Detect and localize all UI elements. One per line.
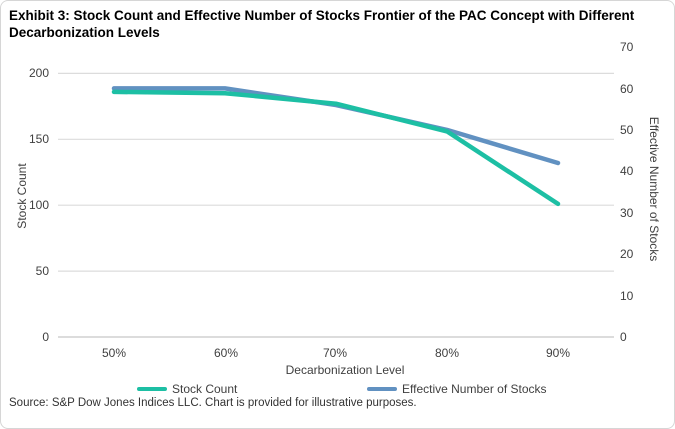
- stock-count-line-swatch: [137, 386, 167, 392]
- right-tick-0: 0: [620, 330, 627, 344]
- series-line-effective-number-of-stocks: [111, 86, 561, 166]
- effective-number-line-swatch: [367, 386, 397, 392]
- x-tick-70pct: 70%: [322, 346, 348, 360]
- left-tick-50: 50: [35, 264, 49, 278]
- x-tick-80pct: 80%: [434, 346, 460, 360]
- right-tick-70: 70: [620, 40, 634, 54]
- plot-svg: [58, 72, 614, 338]
- x-axis-title: Decarbonization Level: [285, 363, 405, 377]
- series-line-stock-count: [111, 89, 561, 207]
- legend-item-effective-number: Effective Number of Stocks: [367, 381, 547, 397]
- source-note: Source: S&P Dow Jones Indices LLC. Chart…: [9, 397, 417, 409]
- right-tick-30: 30: [620, 206, 634, 220]
- right-tick-10: 10: [620, 289, 634, 303]
- legend-item-stock-count: Stock Count: [137, 381, 237, 397]
- left-tick-0: 0: [42, 330, 49, 344]
- legend-label-effective-number: Effective Number of Stocks: [402, 382, 547, 396]
- left-tick-200: 200: [28, 66, 49, 80]
- right-tick-20: 20: [620, 247, 634, 261]
- x-tick-90pct: 90%: [545, 346, 571, 360]
- x-tick-60pct: 60%: [213, 346, 239, 360]
- chart-title: Exhibit 3: Stock Count and Effective Num…: [9, 8, 635, 40]
- x-tick-50pct: 50%: [101, 346, 127, 360]
- right-tick-60: 60: [620, 82, 634, 96]
- right-tick-50: 50: [620, 123, 634, 137]
- right-tick-40: 40: [620, 164, 634, 178]
- left-tick-100: 100: [28, 198, 49, 212]
- left-tick-150: 150: [28, 132, 49, 146]
- legend-label-stock-count: Stock Count: [172, 382, 238, 396]
